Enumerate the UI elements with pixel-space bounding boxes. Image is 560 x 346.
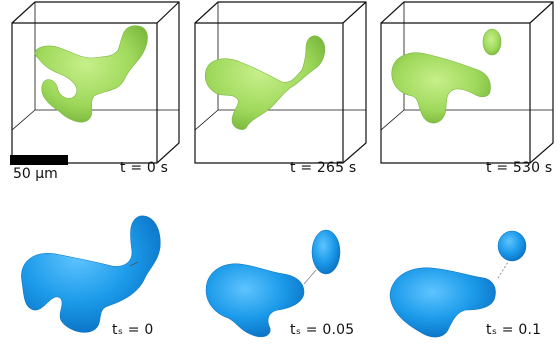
scale-bar-label: 50 μm (13, 166, 58, 182)
scaled-time-label-3: tₛ = 0.1 (486, 322, 542, 338)
green-droplet-3 (391, 28, 502, 124)
time-label-1: t = 0 s (120, 160, 169, 176)
time-label-3: t = 530 s (486, 160, 553, 176)
blue-droplet-3 (389, 230, 527, 338)
green-droplet-2 (204, 35, 326, 130)
time-label-2: t = 265 s (290, 160, 357, 176)
box-2 (194, 1, 367, 164)
scale-bar (10, 155, 68, 165)
blue-droplet-2 (205, 229, 341, 338)
scaled-time-label-2: tₛ = 0.05 (290, 322, 355, 338)
blue-droplet-1 (21, 215, 161, 333)
scaled-time-label-1: tₛ = 0 (112, 322, 154, 338)
green-droplet-1 (34, 25, 148, 123)
